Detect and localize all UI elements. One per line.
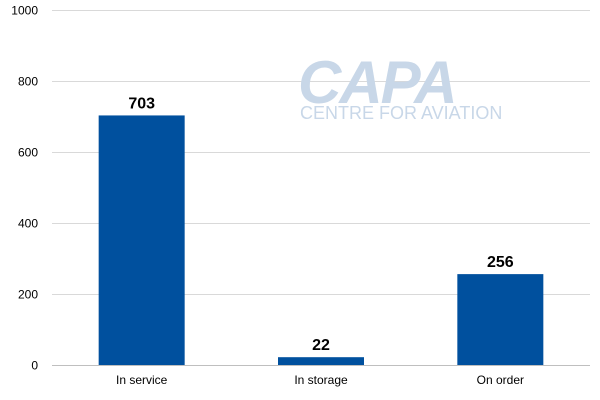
x-tick-label: In storage: [294, 373, 348, 387]
y-tick-label: 0: [31, 359, 38, 373]
x-tick-label: On order: [477, 373, 524, 387]
bars: [98, 115, 544, 365]
y-tick-label: 200: [18, 288, 38, 302]
data-label: 256: [487, 254, 514, 271]
y-tick-label: 1000: [11, 4, 38, 18]
bar-in-storage: [278, 357, 364, 365]
watermark-tagline: CENTRE FOR AVIATION: [300, 103, 502, 123]
y-tick-label: 400: [18, 217, 38, 231]
y-tick-label: 600: [18, 146, 38, 160]
bar-on-order: [457, 274, 544, 365]
bar-in-service: [98, 115, 185, 365]
data-label: 22: [312, 337, 330, 354]
watermark-logo: CAPA: [298, 49, 456, 116]
x-tick-label: In service: [116, 373, 168, 387]
data-label: 703: [128, 95, 155, 112]
capa-watermark: CAPA CENTRE FOR AVIATION: [298, 49, 502, 123]
labels: 0 200 400 600 800 1000 703 In service 22 In stora…: [11, 4, 524, 388]
y-tick-label: 800: [18, 75, 38, 89]
